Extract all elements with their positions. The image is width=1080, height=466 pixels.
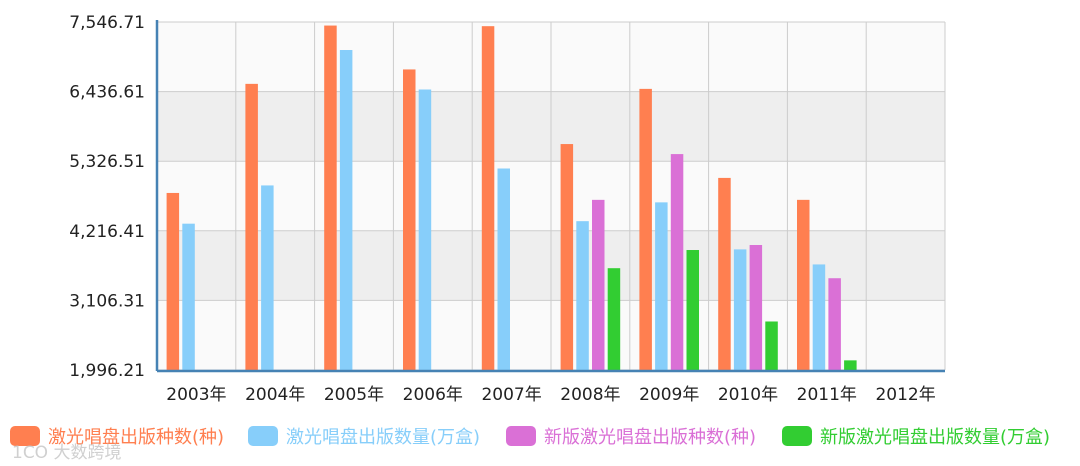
bar-series-1-2004年 (245, 83, 258, 371)
legend-label-series-1: 激光唱盘出版种数(种) (48, 427, 225, 448)
axes (155, 20, 945, 373)
bar-series-4-2009年 (686, 250, 699, 370)
y-tick-label: 5,326.51 (69, 152, 145, 172)
bar-series-1-2008年 (560, 144, 574, 370)
y-tick-label: 1,996.21 (69, 361, 145, 381)
y-axis-tick-labels: 1,996.21 3,106.31 4,216.41 5,326.51 6,436.61… (69, 13, 145, 381)
bar-series-2-2005年 (339, 50, 353, 371)
bar-series-2-2009年 (655, 202, 668, 370)
bar-series-3-2008年 (592, 199, 605, 370)
y-tick-label: 6,436.61 (69, 83, 145, 103)
bar-series-2-2006年 (418, 89, 432, 371)
bar-series-2-2007年 (497, 168, 510, 370)
x-tick-label: 2008年 (560, 385, 620, 405)
y-tick-label: 7,546.71 (69, 13, 145, 33)
x-tick-label: 2004年 (245, 385, 305, 405)
x-tick-label: 2011年 (797, 385, 857, 405)
x-tick-label: 2007年 (481, 385, 541, 405)
bar-series-1-2005年 (324, 25, 337, 371)
bar-series-1-2003年 (166, 192, 180, 370)
legend-label-series-4: 新版激光唱盘出版数量(万盒) (820, 427, 1051, 448)
legend-swatch-series-3 (506, 426, 536, 446)
legend-label-series-3: 新版激光唱盘出版种数(种) (544, 427, 757, 448)
bar-series-3-2009年 (670, 154, 684, 370)
bar-series-1-2006年 (403, 69, 416, 371)
bar-series-2-2003年 (182, 223, 195, 370)
bar-series-2-2004年 (261, 185, 274, 370)
bar-series-2-2011年 (812, 264, 826, 370)
bar-series-1-2011年 (797, 199, 810, 370)
bar-series-1-2009年 (639, 88, 652, 370)
x-tick-label: 2005年 (324, 385, 384, 405)
bar-series-4-2008年 (607, 268, 621, 370)
x-tick-label: 2009年 (639, 385, 699, 405)
x-tick-label: 2006年 (403, 385, 463, 405)
x-tick-label: 2010年 (718, 385, 778, 405)
legend-swatch-series-2 (248, 426, 278, 446)
bar-series-4-2010年 (765, 321, 778, 370)
legend-item-series-2[interactable]: 激光唱盘出版数量(万盒) (248, 418, 480, 454)
bar-series-1-2010年 (718, 177, 731, 370)
bar-series-3-2011年 (828, 278, 841, 370)
bar-series-4-2011年 (844, 360, 857, 370)
bar-series-2-2010年 (733, 249, 747, 370)
legend-label-series-2: 激光唱盘出版数量(万盒) (286, 427, 481, 448)
bar-series-1-2007年 (481, 26, 495, 370)
bar-series-2-2008年 (576, 221, 589, 370)
legend-item-series-3[interactable]: 新版激光唱盘出版种数(种) (506, 418, 756, 454)
x-tick-label: 2003年 (166, 385, 226, 405)
bar-series-3-2010年 (749, 244, 763, 370)
legend-item-series-1[interactable]: 激光唱盘出版种数(种) (10, 418, 224, 454)
y-tick-label: 3,106.31 (69, 291, 145, 311)
legend-swatch-series-4 (782, 426, 812, 446)
x-axis-tick-labels: 2003年 2004年 2005年 2006年 2007年 2008年 2009年 2010年… (166, 385, 935, 405)
chart-legend: 激光唱盘出版种数(种) 激光唱盘出版数量(万盒) 新版激光唱盘出版种数(种) 新… (0, 418, 1080, 454)
y-tick-label: 4,216.41 (69, 222, 145, 242)
bar-series (166, 25, 857, 371)
x-tick-label: 2012年 (875, 385, 935, 405)
legend-swatch-series-1 (10, 426, 40, 446)
legend-item-series-4[interactable]: 新版激光唱盘出版数量(万盒) (782, 418, 1050, 454)
watermark-text: 1CO 大数跨境 (12, 443, 122, 463)
